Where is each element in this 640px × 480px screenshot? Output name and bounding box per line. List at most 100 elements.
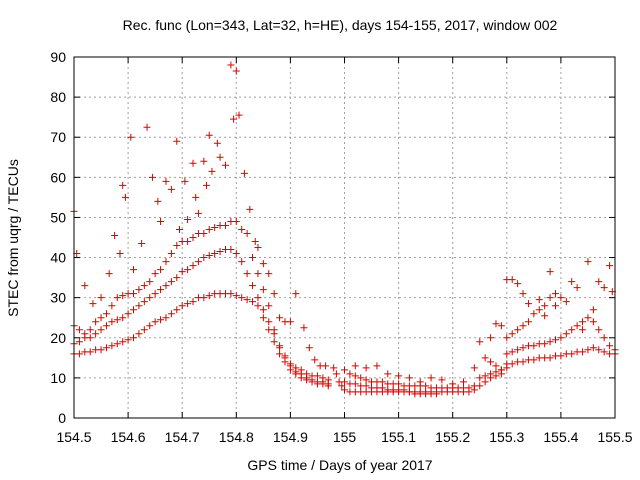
data-point	[194, 258, 202, 266]
y-tick-label: 30	[50, 290, 66, 306]
data-point	[319, 378, 327, 386]
data-point	[492, 362, 500, 370]
data-point	[135, 286, 143, 294]
data-point	[449, 380, 457, 388]
data-point	[184, 215, 192, 223]
data-point	[254, 294, 262, 302]
data-point	[135, 302, 143, 310]
x-tick-label: 154.5	[56, 429, 91, 445]
data-point	[357, 374, 365, 382]
data-point	[130, 334, 138, 342]
data-point	[151, 270, 159, 278]
data-point	[519, 344, 527, 352]
data-point	[124, 310, 132, 318]
data-point	[162, 282, 170, 290]
data-point	[230, 115, 238, 123]
data-point	[211, 250, 219, 258]
data-point	[460, 378, 468, 386]
data-point	[254, 244, 262, 252]
data-point	[146, 322, 154, 330]
data-point	[508, 348, 516, 356]
data-point	[589, 344, 597, 352]
data-point	[181, 177, 189, 185]
data-point	[108, 318, 116, 326]
data-point	[584, 346, 592, 354]
data-point	[173, 306, 181, 314]
data-point	[595, 278, 603, 286]
data-point	[530, 342, 538, 350]
data-point	[119, 292, 127, 300]
data-point	[135, 330, 143, 338]
data-point	[341, 366, 348, 374]
data-point	[530, 310, 538, 318]
data-point	[189, 262, 197, 270]
y-tick-label: 10	[50, 370, 66, 386]
data-point	[286, 318, 294, 326]
data-point	[373, 362, 381, 370]
data-point	[140, 326, 148, 334]
data-point	[557, 334, 565, 342]
data-point	[157, 266, 165, 274]
data-point	[324, 380, 332, 388]
data-point	[200, 229, 208, 237]
data-point	[200, 157, 208, 165]
data-point	[102, 344, 110, 352]
data-point	[251, 238, 259, 246]
data-points	[70, 61, 619, 398]
data-point	[270, 290, 278, 298]
data-point	[524, 318, 532, 326]
data-point	[535, 296, 543, 304]
data-point	[143, 123, 151, 131]
data-point	[470, 364, 478, 372]
data-point	[221, 221, 229, 229]
data-point	[351, 362, 359, 370]
data-point	[541, 340, 549, 348]
data-point	[189, 159, 197, 167]
data-point	[138, 240, 146, 248]
data-point	[97, 326, 105, 334]
x-tick-label: 155.1	[381, 429, 416, 445]
data-point	[240, 169, 248, 177]
data-point	[503, 350, 511, 358]
data-point	[519, 290, 527, 298]
data-point	[216, 153, 224, 161]
data-point	[573, 284, 581, 292]
data-point	[175, 225, 183, 233]
grid-lines	[74, 57, 615, 418]
data-point	[178, 268, 186, 276]
data-point	[184, 300, 192, 308]
y-tick-label: 70	[50, 129, 66, 145]
data-point	[286, 362, 294, 370]
data-point	[514, 326, 522, 334]
data-point	[119, 338, 127, 346]
data-point	[546, 338, 554, 346]
y-tick-label: 90	[50, 49, 66, 65]
x-tick-label: 155.2	[435, 429, 470, 445]
data-point	[232, 292, 240, 300]
data-point	[292, 290, 300, 298]
data-point	[205, 131, 213, 139]
data-point	[378, 378, 386, 386]
data-point	[519, 358, 527, 366]
data-point	[589, 306, 597, 314]
data-point	[270, 338, 278, 346]
data-point	[557, 352, 565, 360]
data-point	[487, 374, 495, 382]
x-tick-label: 154.9	[273, 429, 308, 445]
data-point	[146, 294, 154, 302]
data-point	[254, 270, 262, 278]
data-point	[102, 322, 110, 330]
data-point	[546, 268, 554, 276]
data-point	[213, 139, 221, 147]
data-point	[227, 290, 235, 298]
y-tick-label: 50	[50, 209, 66, 225]
data-point	[194, 209, 202, 217]
data-point	[541, 312, 549, 320]
data-point	[205, 252, 213, 260]
data-point	[200, 294, 208, 302]
data-point	[243, 296, 251, 304]
data-point	[508, 330, 516, 338]
data-point	[140, 282, 148, 290]
data-point	[254, 302, 262, 310]
